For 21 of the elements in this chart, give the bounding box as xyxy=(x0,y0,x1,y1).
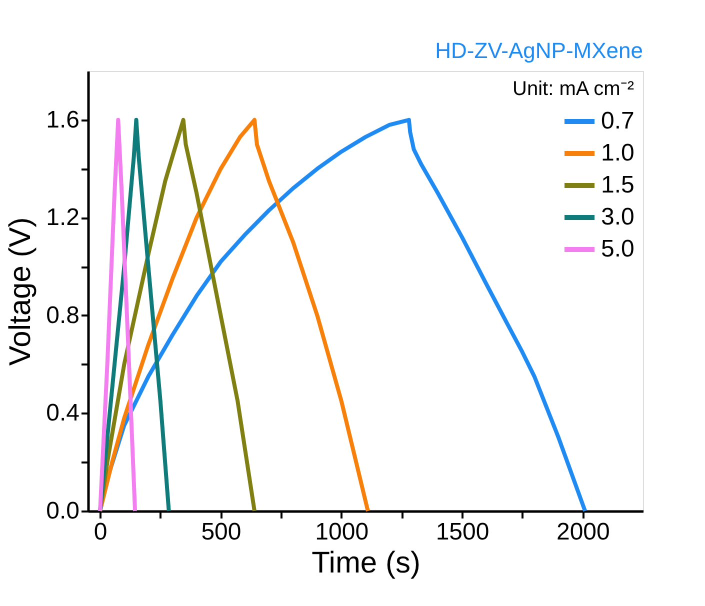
legend-label: 0.7 xyxy=(601,108,634,134)
line-series xyxy=(98,118,370,513)
y-axis-title: Voltage (V) xyxy=(4,217,38,366)
x-tick-label: 1500 xyxy=(436,518,490,546)
legend-label: 5.0 xyxy=(601,236,634,262)
y-tick-label: 0.8 xyxy=(46,302,80,329)
y-tick-label: 0.4 xyxy=(46,400,80,427)
legend-label: 1.5 xyxy=(601,172,634,198)
x-tick-label: 500 xyxy=(201,518,242,546)
text: HD-ZV-AgNP-MXene xyxy=(435,38,643,63)
legend-title: Unit: mA cm⁻² xyxy=(512,78,634,100)
legend-label: 3.0 xyxy=(601,204,634,230)
x-axis-title: Time (s) xyxy=(312,546,420,580)
x-tick-label: 0 xyxy=(94,518,108,546)
legend-label: 1.0 xyxy=(601,140,634,166)
x-tick-label: 1000 xyxy=(315,518,369,546)
line-series xyxy=(98,118,138,513)
y-tick-label: 0.0 xyxy=(46,498,80,524)
y-tick-label: 1.2 xyxy=(46,204,80,232)
y-tick-label: 1.6 xyxy=(46,106,80,134)
x-tick-label: 2000 xyxy=(556,518,610,546)
